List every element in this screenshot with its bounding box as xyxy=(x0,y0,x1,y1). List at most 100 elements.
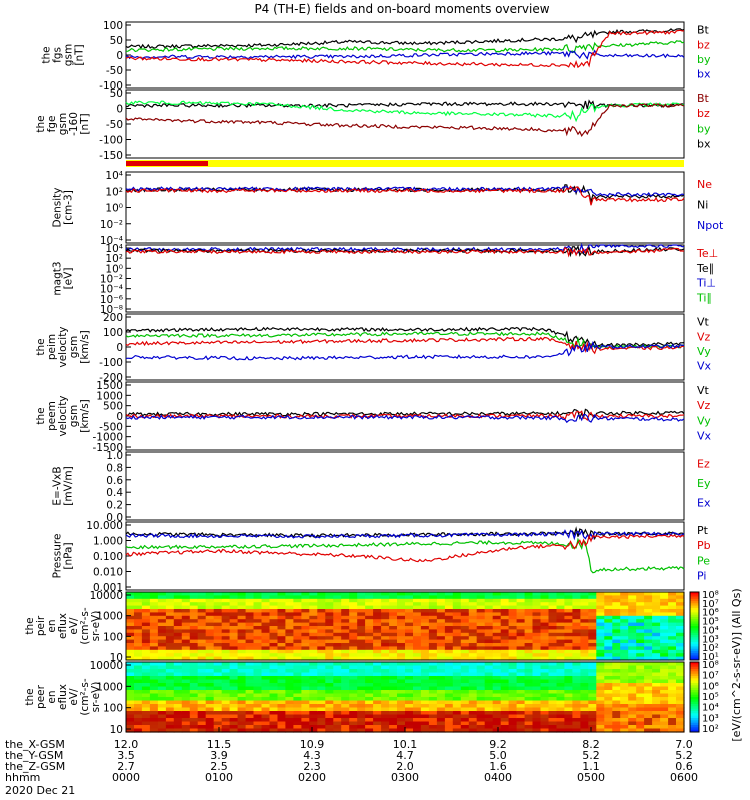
spectrogram-cell xyxy=(636,679,645,684)
spectrogram-cell xyxy=(341,598,350,603)
spectrogram-cell xyxy=(357,714,366,719)
spectrogram-cell xyxy=(397,626,406,630)
spectrogram-cell xyxy=(660,669,669,674)
spectrogram-cell xyxy=(484,609,494,613)
spectrogram-cell xyxy=(660,615,669,620)
spectrogram-cell xyxy=(317,697,326,702)
spectrogram-cell xyxy=(628,619,637,624)
spectrogram-cell xyxy=(540,626,550,630)
spectrogram-cell xyxy=(277,629,287,634)
spectrogram-cell xyxy=(301,639,310,644)
spectrogram-cell xyxy=(253,690,263,695)
spectrogram-cell xyxy=(173,626,183,630)
spectrogram-cell xyxy=(444,605,454,610)
legend-entry: bz xyxy=(697,107,710,120)
spectrogram-cell xyxy=(516,629,526,634)
spectrogram-cell xyxy=(524,697,534,702)
spectrogram-cell xyxy=(269,690,279,695)
spectrogram-cell xyxy=(636,672,645,677)
spectrogram-cell xyxy=(389,639,398,644)
spectrogram-cell xyxy=(285,649,294,654)
spectrogram-cell xyxy=(381,656,390,661)
spectrogram-cell xyxy=(620,690,629,695)
spectrogram-cell xyxy=(596,728,605,733)
spectrogram-cell xyxy=(444,656,454,661)
spectrogram-cell xyxy=(596,725,605,730)
legend-entry: Ex xyxy=(697,496,711,509)
spectrogram-cell xyxy=(149,718,159,723)
spectrogram-cell xyxy=(221,707,231,712)
spectrogram-cell xyxy=(460,662,470,667)
spectrogram-cell xyxy=(181,609,191,613)
spectrogram-cell xyxy=(397,693,406,698)
spectrogram-cell xyxy=(628,639,637,644)
spectrogram-cell xyxy=(317,679,326,684)
spectrogram-cell xyxy=(165,679,175,684)
spectrogram-cell xyxy=(157,656,167,661)
spectrogram-cell xyxy=(293,721,302,726)
spectrogram-cell xyxy=(628,636,637,641)
colorbar-tick: 10⁶ xyxy=(702,681,719,692)
colorbar-cell xyxy=(690,708,699,712)
y-tick-label: 0 xyxy=(116,342,123,354)
spectrogram-cell xyxy=(309,615,318,620)
spectrogram-cell xyxy=(636,728,645,733)
spectrogram-cell xyxy=(436,612,446,617)
spectrogram-cell xyxy=(405,690,414,695)
spectrogram-cell xyxy=(173,707,183,712)
spectrogram-cell xyxy=(349,665,358,670)
spectrogram-cell xyxy=(676,714,685,719)
y-tick-label: 50 xyxy=(110,35,123,47)
y-tick-label: 100 xyxy=(103,327,123,339)
spectrogram-cell xyxy=(157,714,167,719)
spectrogram-cell xyxy=(572,679,581,684)
spectrogram-cell xyxy=(660,598,669,603)
spectrogram-cell xyxy=(492,619,502,624)
spectrogram-cell xyxy=(676,665,685,670)
y-tick-label: 0 xyxy=(116,104,123,116)
spectrogram-cell xyxy=(141,672,151,677)
spectrogram-cell xyxy=(420,598,430,603)
spectrogram-cell xyxy=(612,707,621,712)
spectrogram-cell xyxy=(668,690,677,695)
spectrogram-cell xyxy=(644,704,653,709)
spectrogram-cell xyxy=(301,718,310,723)
spectrogram-cell xyxy=(325,693,334,698)
spectrogram-cell xyxy=(420,612,430,617)
spectrogram-cell xyxy=(636,725,645,730)
spectrogram-cell xyxy=(237,686,247,691)
spectrogram-cell xyxy=(636,721,645,726)
spectrogram-cell xyxy=(612,662,621,667)
spectrogram-cell xyxy=(604,605,613,610)
spectrogram-cell xyxy=(604,704,613,709)
spectrogram-cell xyxy=(349,700,358,705)
spectrogram-cell xyxy=(492,725,502,730)
spectrogram-cell xyxy=(173,679,183,684)
spectrogram-cell xyxy=(580,615,589,620)
spectrogram-cell xyxy=(452,676,462,681)
mode-bar-red xyxy=(126,161,208,166)
spectrogram-cell xyxy=(636,609,645,613)
spectrogram-cell xyxy=(373,622,382,627)
spectrogram-cell xyxy=(508,700,518,705)
spectrogram-cell xyxy=(197,619,207,624)
spectrogram-cell xyxy=(524,690,534,695)
spectrogram-cell xyxy=(349,612,358,617)
spectrogram-cell xyxy=(532,632,542,637)
spectrogram-cell xyxy=(237,725,247,730)
spectrogram-cell xyxy=(652,609,661,613)
spectrogram-cell xyxy=(524,662,534,667)
spectrogram-cell xyxy=(309,653,318,658)
spectrogram-cell xyxy=(165,714,175,719)
spectrogram-cell xyxy=(556,626,566,630)
spectrogram-cell xyxy=(157,676,167,681)
spectrogram-cell xyxy=(644,639,653,644)
spectrogram-cell xyxy=(173,592,183,596)
spectrogram-cell xyxy=(524,693,534,698)
spectrogram-cell xyxy=(149,622,159,627)
spectrogram-cell xyxy=(277,619,287,624)
spectrogram-cell xyxy=(205,629,215,634)
spectrogram-cell xyxy=(205,609,215,613)
spectrogram-cell xyxy=(261,707,271,712)
spectrogram-cell xyxy=(436,646,446,651)
